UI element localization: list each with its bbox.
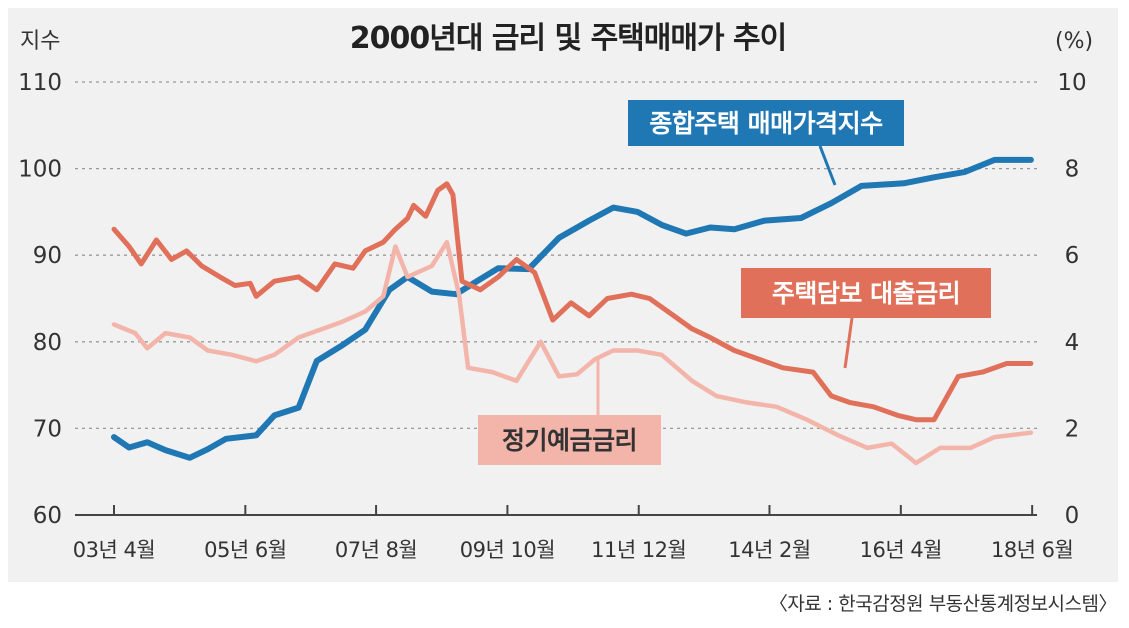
- annotation-box: [628, 100, 904, 146]
- x-tick-label: 09년 10월: [460, 538, 555, 562]
- y-tick-label-left: 100: [18, 157, 62, 183]
- series-line-0: [111, 156, 1034, 461]
- left-axis-label: 지수: [20, 29, 60, 54]
- annotation-box: [478, 415, 661, 465]
- series-line-1: [111, 181, 1034, 423]
- series-line-2: [111, 239, 1034, 466]
- y-tick-label-right: 8: [1065, 157, 1080, 183]
- y-tick-label-left: 80: [33, 330, 62, 356]
- x-tick-label: 16년 4월: [860, 538, 942, 562]
- chart-title: 2000년대 금리 및 주택매매가 추이: [350, 21, 786, 56]
- x-tick-label: 18년 6월: [991, 538, 1073, 562]
- y-tick-label-left: 60: [33, 503, 62, 529]
- y-tick-label-right: 6: [1065, 243, 1080, 269]
- source-note: 〈자료 : 한국감정원 부동산통계정보시스템〉: [768, 593, 1118, 615]
- y-tick-label-left: 110: [18, 70, 62, 96]
- y-tick-label-left: 70: [33, 416, 62, 442]
- x-tick-label: 07년 8월: [335, 538, 417, 562]
- right-axis-label: (%): [1055, 29, 1093, 54]
- x-tick-label: 11년 12월: [591, 538, 686, 562]
- annotation-label: 주택담보 대출금리: [772, 279, 960, 308]
- y-tick-label-right: 2: [1065, 416, 1080, 442]
- annotation-label: 정기예금금리: [502, 426, 637, 455]
- annotation-box: [741, 268, 991, 318]
- x-tick-label: 03년 4월: [73, 538, 155, 562]
- y-tick-label-right: 4: [1065, 330, 1080, 356]
- annotation-label: 종합주택 매매가격지수: [649, 109, 883, 138]
- y-tick-label-right: 0: [1065, 503, 1080, 529]
- x-tick-label: 05년 6월: [204, 538, 286, 562]
- x-tick-label: 14년 2월: [728, 538, 810, 562]
- y-tick-label-right: 10: [1057, 70, 1086, 96]
- y-tick-label-left: 90: [33, 243, 62, 269]
- annotation-leader: [843, 317, 854, 369]
- annotation-leader: [818, 145, 837, 186]
